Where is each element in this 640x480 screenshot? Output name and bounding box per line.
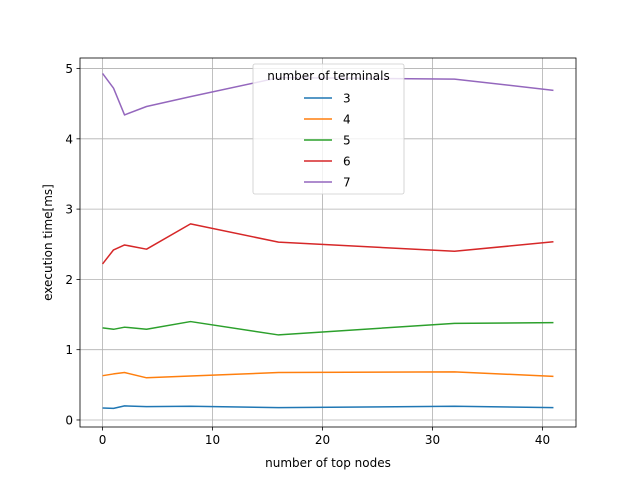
legend-label: 3	[343, 92, 351, 106]
series-line-4	[102, 371, 554, 379]
x-axis-ticks: 0 10 20 30 40	[99, 427, 550, 447]
legend-label: 7	[343, 176, 351, 190]
x-tick-label: 30	[425, 433, 440, 447]
y-tick-label: 0	[65, 413, 73, 427]
y-tick-label: 5	[65, 62, 73, 76]
series-line-3	[102, 405, 554, 410]
legend-label: 5	[343, 134, 351, 148]
x-tick-label: 0	[99, 433, 107, 447]
y-tick-label: 4	[65, 132, 73, 146]
x-axis-label: number of top nodes	[265, 456, 391, 470]
y-tick-label: 3	[65, 203, 73, 217]
legend: number of terminals 3 4 5 6 7	[252, 63, 405, 195]
y-axis-label: execution time[ms]	[41, 184, 55, 301]
y-tick-label: 2	[65, 273, 73, 287]
legend-label: 6	[343, 155, 351, 169]
legend-box	[252, 63, 405, 195]
series-line-7	[101, 73, 554, 116]
y-axis-ticks: 0 1 2 3 4 5	[65, 62, 80, 427]
axes-frame	[79, 57, 577, 428]
x-tick-label: 40	[535, 433, 550, 447]
x-tick-label: 20	[315, 433, 330, 447]
y-tick-label: 1	[65, 343, 73, 357]
legend-label: 4	[343, 113, 351, 127]
series-line-5	[102, 320, 554, 336]
series-lines	[101, 73, 554, 410]
legend-title: number of terminals	[267, 69, 389, 83]
x-tick-label: 10	[205, 433, 220, 447]
series-line-6	[101, 223, 554, 265]
